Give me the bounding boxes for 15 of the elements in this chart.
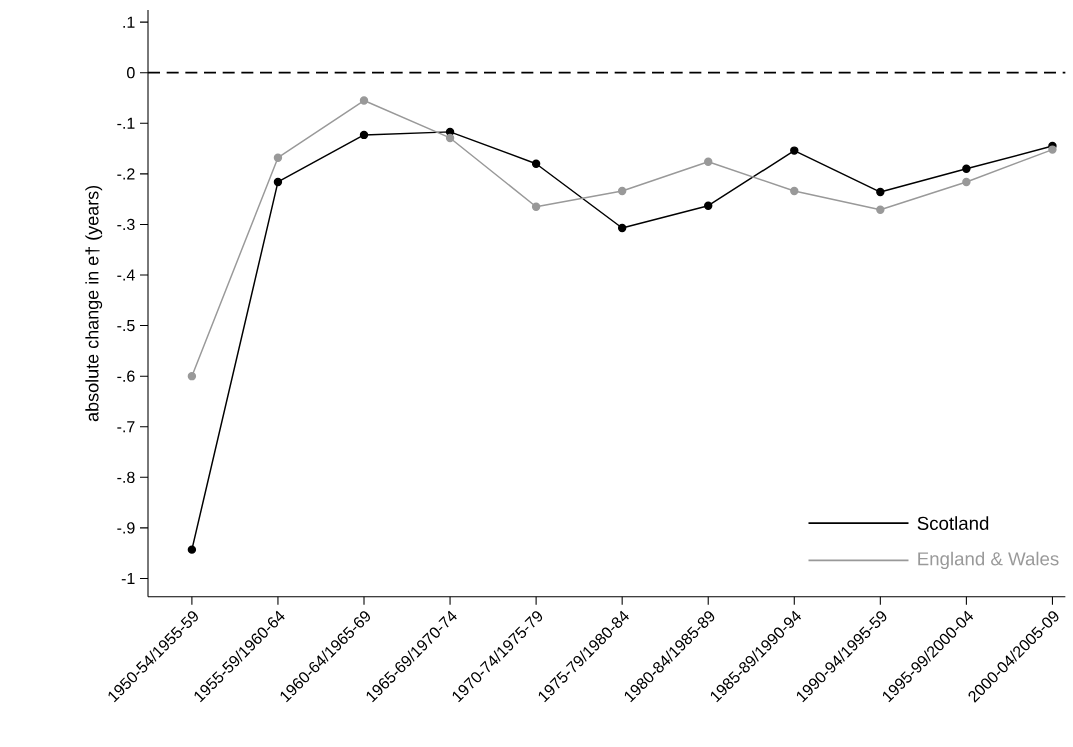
- y-tick-label: -.2: [117, 168, 135, 180]
- y-tick-label: -.9: [117, 522, 135, 534]
- y-tick-label: -.4: [117, 269, 135, 281]
- y-tick-label: -.3: [117, 218, 135, 231]
- text: Scotland: [917, 516, 989, 530]
- y-tick-label: -1: [121, 572, 135, 584]
- text: England & Wales: [918, 551, 1059, 570]
- y-tick-label: .1: [123, 16, 135, 28]
- y-tick-label: -.1: [117, 117, 135, 129]
- y-tick-label: -.7: [117, 421, 135, 433]
- y-axis-title: absolute change in e† (years): [85, 185, 103, 422]
- y-tick-label: -.8: [117, 471, 135, 483]
- y-tick-label: 0: [127, 67, 135, 79]
- y-tick-label: -.6: [117, 370, 135, 382]
- y-tick-label: -.5: [117, 320, 135, 332]
